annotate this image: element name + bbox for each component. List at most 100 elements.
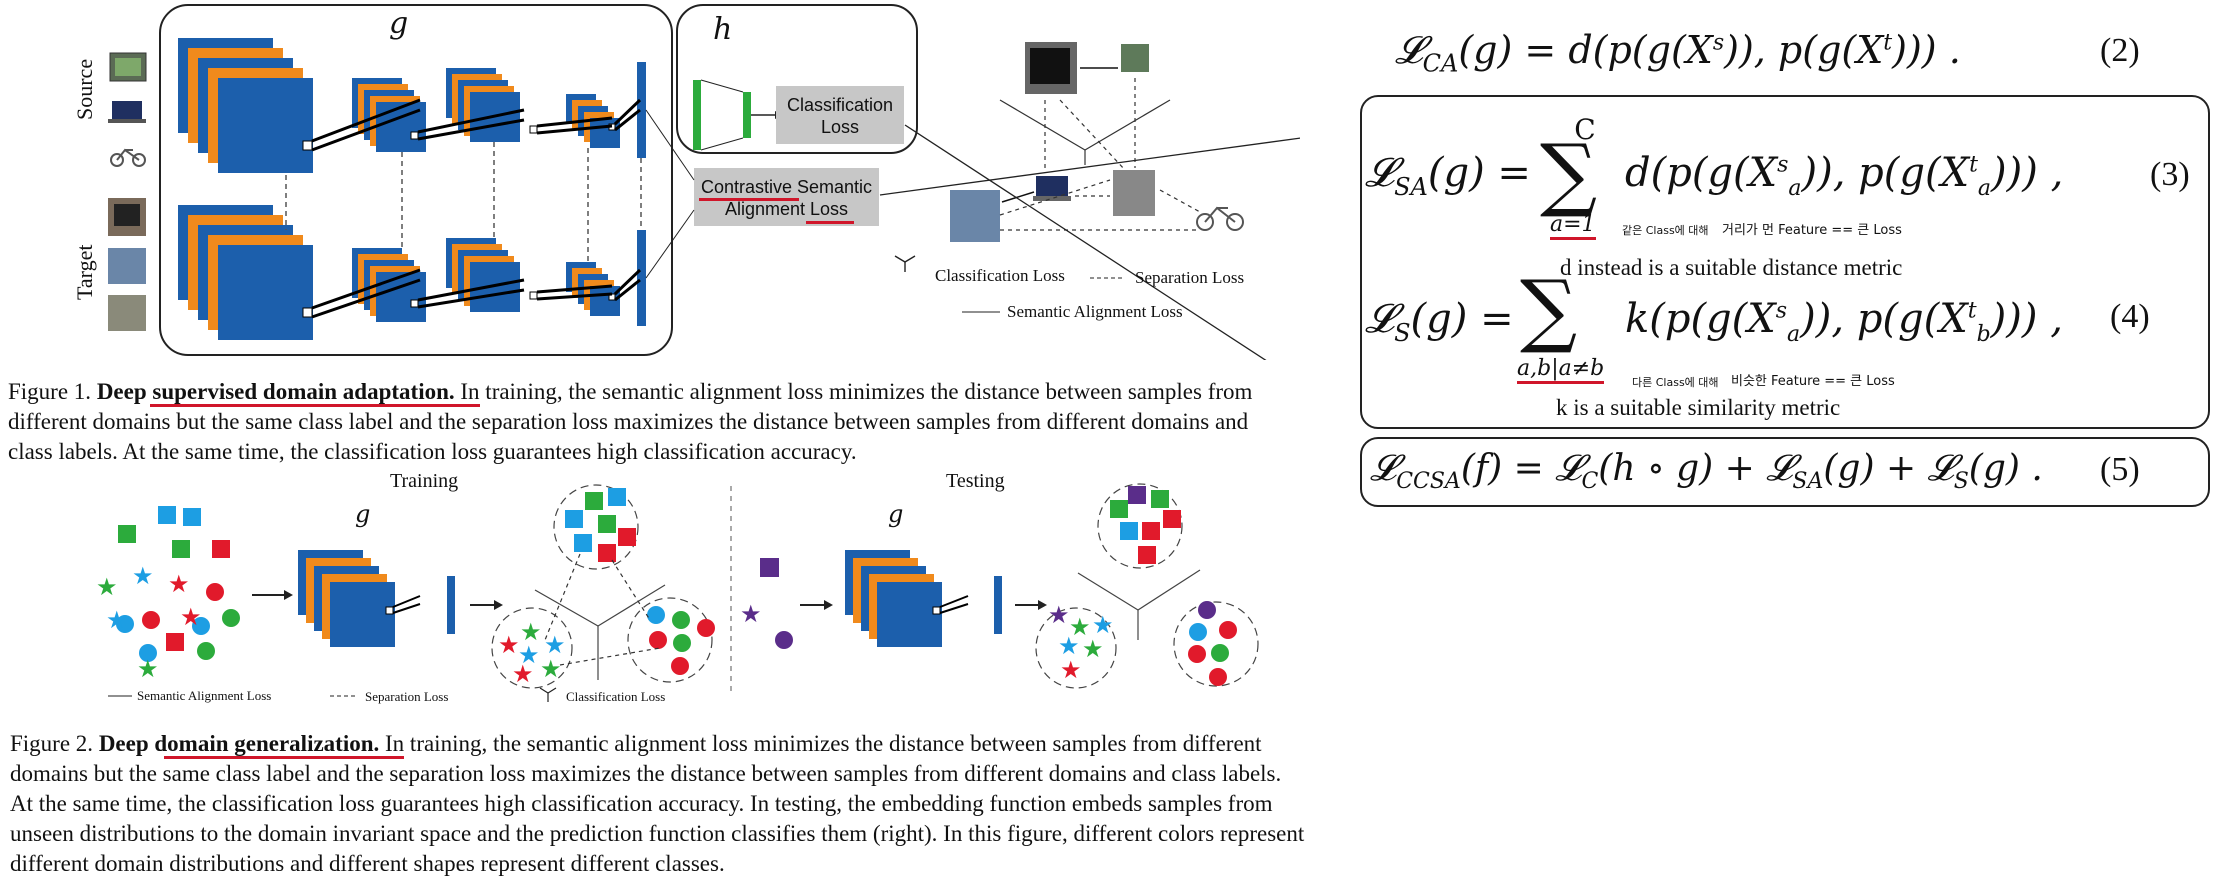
classification-loss-label: Classification Loss xyxy=(786,95,894,137)
figure2-diagram: ★ ★ ★ ★ ★ ★ ★ ★ ★ ★ ★ ★ xyxy=(96,483,1259,702)
svg-text:★: ★ xyxy=(520,618,542,646)
arrow-to-eq5 xyxy=(904,124,1267,360)
laptop-icon xyxy=(112,101,142,119)
svg-text:★: ★ xyxy=(1069,613,1091,641)
eq4-note-small: 다른 Class에 대해 xyxy=(1632,376,1719,389)
laptop-source-icon xyxy=(1036,176,1068,196)
arrow-to-eq3 xyxy=(879,137,1300,196)
svg-text:★: ★ xyxy=(740,600,762,628)
training-fc-layer xyxy=(447,576,455,634)
testing-label: Testing xyxy=(946,470,1005,492)
loss-underline xyxy=(806,221,854,224)
fig2-line5: different domain distributions and diffe… xyxy=(10,851,725,876)
contrastive-underline xyxy=(699,198,799,201)
svg-text:★: ★ xyxy=(1092,611,1114,639)
eq4-sigma: ∑ xyxy=(1520,263,1578,356)
testing-feature-space xyxy=(1077,569,1201,640)
eq3-note: 거리가 먼 Feature == 큰 Loss xyxy=(1722,223,1902,238)
target-conv-stack-1 xyxy=(178,205,313,340)
equation-5-box xyxy=(1360,437,2210,507)
fig2-line3: At the same time, the classification los… xyxy=(10,791,1273,816)
svg-text:★: ★ xyxy=(137,655,159,683)
eq4-note: 비슷한 Feature == 큰 Loss xyxy=(1731,374,1895,389)
h-layer-1 xyxy=(693,80,701,150)
equation-4-lhs: 𝓛S(g) = xyxy=(1365,296,1514,347)
fig2-line4: unseen distributions to the domain invar… xyxy=(10,821,1305,846)
weight-sharing-lines xyxy=(285,142,642,262)
legend-separation: Separation Loss xyxy=(1135,268,1245,287)
equation-5: 𝓛CCSA(f) = 𝓛C(h ∘ g) + 𝓛SA(g) + 𝓛S(g) . xyxy=(1370,448,2043,495)
fig2-legend-classification: Classification Loss xyxy=(566,689,666,704)
testing-fc-layer xyxy=(994,576,1002,634)
contrastive-line2: Alignment Loss xyxy=(724,199,849,219)
source-label: Source xyxy=(72,58,97,120)
equation-4-rhs: k(p(g(Xsa)), p(g(Xtb))) , xyxy=(1625,296,2063,347)
bicycle-icon xyxy=(110,148,146,167)
eq3-number: (3) xyxy=(2150,156,2190,193)
g-label: g xyxy=(389,6,409,41)
svg-text:★: ★ xyxy=(180,603,202,631)
source-conv-stack-2 xyxy=(352,78,426,152)
target-label: Target xyxy=(72,244,97,300)
svg-text:★: ★ xyxy=(1060,656,1082,684)
training-label: Training xyxy=(390,470,459,492)
equation-3-rhs: d(p(g(Xsa)), p(g(Xta))) , xyxy=(1625,150,2064,201)
classification-loss-box xyxy=(776,86,904,144)
classification-legend-icon xyxy=(894,255,916,272)
eq5-number: (5) xyxy=(2100,451,2140,488)
fig2-title-underline xyxy=(164,756,404,759)
training-feature-space xyxy=(534,584,666,680)
figure1-diagram xyxy=(108,4,1300,360)
eq3-sum-top: C xyxy=(1574,113,1596,146)
target-conv-stack-2 xyxy=(352,248,426,322)
legend-classification: Classification Loss xyxy=(935,266,1065,285)
testing-conv-stack xyxy=(845,550,969,647)
h-label: h xyxy=(713,12,733,47)
contrastive-loss-label: Contrastive Semantic Alignment Loss xyxy=(694,176,879,220)
bicycle-source-icon xyxy=(1196,206,1244,231)
source-fc-layer xyxy=(637,62,646,158)
fig1-title-underline xyxy=(150,404,480,407)
fig1-line3: class labels. At the same time, the clas… xyxy=(8,439,857,464)
eq3-sum-bottom: a=1 xyxy=(1550,212,1596,240)
fig2-line2: domains but the same class label and the… xyxy=(10,761,1282,786)
svg-text:★: ★ xyxy=(96,573,118,601)
svg-text:★: ★ xyxy=(1082,635,1104,663)
figure1-caption: Figure 1. Deep supervised domain adaptat… xyxy=(8,377,1338,467)
equation-2: 𝓛CA(g) = d(p(g(Xs)), p(g(Xt))) . xyxy=(1395,28,1961,78)
svg-text:★: ★ xyxy=(132,562,154,590)
svg-text:★: ★ xyxy=(544,631,566,659)
fig2-classification-legend-icon xyxy=(539,687,557,702)
fig2-g-label-test: g xyxy=(888,500,904,528)
fig1-bold-title: Deep supervised domain adaptation. xyxy=(96,379,455,404)
figure2-caption: Figure 2. Deep domain generalization. In… xyxy=(10,729,1370,879)
training-conv-stack xyxy=(298,550,421,647)
cluster-circles xyxy=(491,484,713,689)
source-conv-stack-1 xyxy=(178,38,313,173)
fig1-line2: different domains but the same class lab… xyxy=(8,409,1249,434)
contrastive-line1: Contrastive Semantic xyxy=(700,177,873,197)
svg-text:★: ★ xyxy=(518,641,540,669)
fig2-bold-title: Deep domain generalization. xyxy=(98,731,380,756)
fig2-legend-semantic: Semantic Alignment Loss xyxy=(137,688,272,703)
separation-arrows xyxy=(999,78,1201,231)
eq4-sum-bottom: a,b|a≠b xyxy=(1517,356,1605,384)
fig2-prefix: Figure 2. xyxy=(10,731,94,756)
bicycle-target-photo xyxy=(1113,170,1155,216)
eq4-metric: k is a suitable similarity metric xyxy=(1556,395,1841,420)
svg-text:★: ★ xyxy=(512,660,534,688)
testing-samples: ★ xyxy=(740,558,793,649)
tv-source-photo xyxy=(1121,44,1149,72)
fig2-g-label-train: g xyxy=(355,500,371,528)
eq4-number: (4) xyxy=(2110,298,2150,335)
target-fc-layer xyxy=(637,230,646,326)
legend-semantic: Semantic Alignment Loss xyxy=(1007,302,1183,321)
eq2-number: (2) xyxy=(2100,32,2140,69)
fig2-line1: In training, the semantic alignment loss… xyxy=(385,731,1262,756)
h-layer-2 xyxy=(743,92,751,138)
svg-text:★: ★ xyxy=(168,570,190,598)
svg-text:★: ★ xyxy=(106,606,128,634)
h-network-box xyxy=(676,4,918,154)
contrastive-loss-box xyxy=(694,168,879,226)
eq3-note-small: 같은 Class에 대해 xyxy=(1622,224,1709,237)
